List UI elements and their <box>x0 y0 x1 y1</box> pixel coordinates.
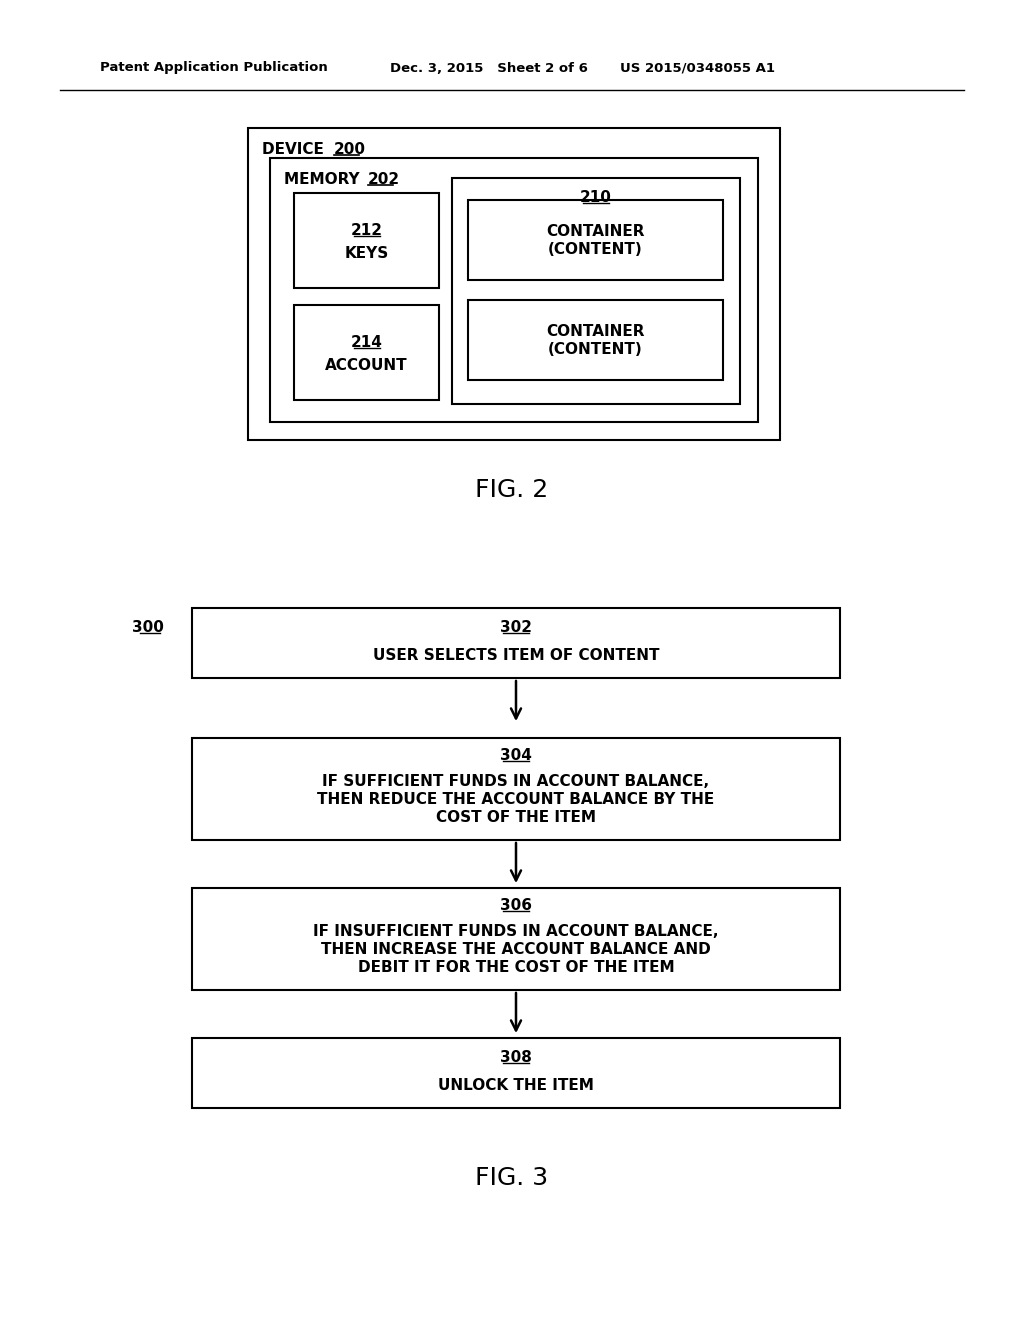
Text: Dec. 3, 2015   Sheet 2 of 6: Dec. 3, 2015 Sheet 2 of 6 <box>390 62 588 74</box>
Text: THEN INCREASE THE ACCOUNT BALANCE AND: THEN INCREASE THE ACCOUNT BALANCE AND <box>322 942 711 957</box>
Text: 200: 200 <box>334 143 366 157</box>
Text: USER SELECTS ITEM OF CONTENT: USER SELECTS ITEM OF CONTENT <box>373 648 659 664</box>
FancyBboxPatch shape <box>452 178 740 404</box>
Text: FIG. 2: FIG. 2 <box>475 478 549 502</box>
Text: 210: 210 <box>580 190 612 206</box>
FancyBboxPatch shape <box>294 193 439 288</box>
Text: ACCOUNT: ACCOUNT <box>326 358 408 374</box>
FancyBboxPatch shape <box>193 609 840 678</box>
Text: DEVICE: DEVICE <box>262 143 329 157</box>
Text: 302: 302 <box>500 620 532 635</box>
Text: (CONTENT): (CONTENT) <box>548 243 643 257</box>
FancyBboxPatch shape <box>248 128 780 440</box>
Text: 306: 306 <box>500 899 532 913</box>
FancyBboxPatch shape <box>270 158 758 422</box>
Text: 300: 300 <box>132 620 164 635</box>
FancyBboxPatch shape <box>294 305 439 400</box>
Text: Patent Application Publication: Patent Application Publication <box>100 62 328 74</box>
FancyBboxPatch shape <box>193 738 840 840</box>
Text: UNLOCK THE ITEM: UNLOCK THE ITEM <box>438 1078 594 1093</box>
Text: 214: 214 <box>350 335 382 350</box>
FancyBboxPatch shape <box>468 201 723 280</box>
Text: THEN REDUCE THE ACCOUNT BALANCE BY THE: THEN REDUCE THE ACCOUNT BALANCE BY THE <box>317 792 715 808</box>
Text: CONTAINER: CONTAINER <box>546 325 645 339</box>
Text: IF INSUFFICIENT FUNDS IN ACCOUNT BALANCE,: IF INSUFFICIENT FUNDS IN ACCOUNT BALANCE… <box>313 924 719 940</box>
Text: KEYS: KEYS <box>344 246 389 261</box>
FancyBboxPatch shape <box>468 300 723 380</box>
Text: CONTAINER: CONTAINER <box>546 224 645 239</box>
FancyBboxPatch shape <box>193 888 840 990</box>
Text: IF SUFFICIENT FUNDS IN ACCOUNT BALANCE,: IF SUFFICIENT FUNDS IN ACCOUNT BALANCE, <box>323 775 710 789</box>
Text: 304: 304 <box>500 748 531 763</box>
Text: COST OF THE ITEM: COST OF THE ITEM <box>436 810 596 825</box>
Text: FIG. 3: FIG. 3 <box>475 1166 549 1191</box>
Text: US 2015/0348055 A1: US 2015/0348055 A1 <box>620 62 775 74</box>
Text: 212: 212 <box>350 223 383 238</box>
Text: 308: 308 <box>500 1051 531 1065</box>
Text: DEBIT IT FOR THE COST OF THE ITEM: DEBIT IT FOR THE COST OF THE ITEM <box>357 961 675 975</box>
FancyBboxPatch shape <box>193 1038 840 1107</box>
Text: MEMORY: MEMORY <box>284 173 365 187</box>
Text: 202: 202 <box>368 173 400 187</box>
Text: (CONTENT): (CONTENT) <box>548 342 643 358</box>
